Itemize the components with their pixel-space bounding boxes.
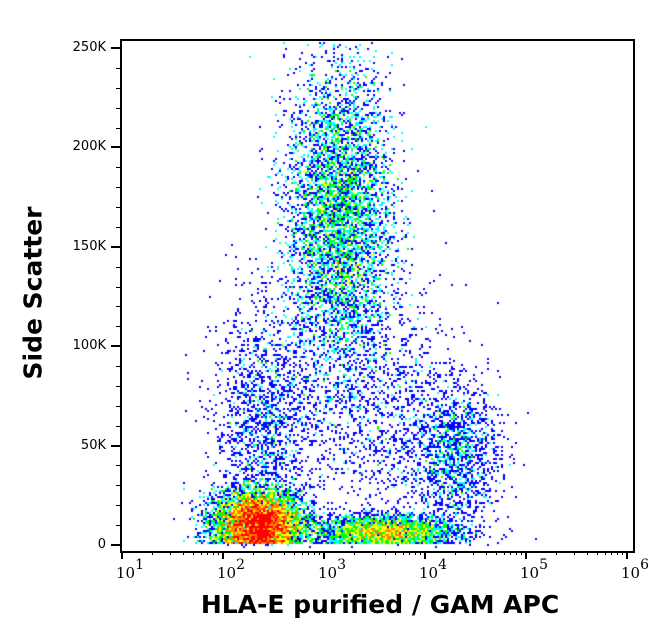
x-minor-tick	[200, 551, 202, 555]
x-minor-tick	[596, 551, 598, 555]
y-minor-tick	[116, 306, 121, 308]
x-minor-tick	[283, 551, 285, 555]
y-minor-tick	[116, 187, 121, 189]
x-minor-tick	[409, 551, 411, 555]
x-minor-tick	[372, 551, 374, 555]
y-major-tick	[111, 444, 121, 447]
x-tick-label: 106	[621, 557, 650, 582]
y-minor-tick	[116, 67, 121, 69]
x-minor-tick	[271, 551, 273, 555]
y-minor-tick	[116, 485, 121, 487]
x-minor-tick	[384, 551, 386, 555]
x-minor-tick	[314, 551, 316, 555]
x-minor-tick	[611, 551, 613, 555]
x-major-tick	[323, 551, 325, 559]
x-minor-tick	[604, 551, 606, 555]
y-minor-tick	[116, 326, 121, 328]
x-tick-label: 103	[318, 557, 347, 582]
x-minor-tick	[170, 551, 172, 555]
x-minor-tick	[354, 551, 356, 555]
x-minor-tick	[394, 551, 396, 555]
x-major-tick	[222, 551, 224, 559]
x-minor-tick	[586, 551, 588, 555]
x-minor-tick	[617, 551, 619, 555]
y-minor-tick	[116, 167, 121, 169]
x-tick-label: 102	[217, 557, 246, 582]
y-tick-label: 200K	[72, 139, 106, 155]
x-major-tick	[121, 551, 123, 559]
y-minor-tick	[116, 525, 121, 527]
x-major-tick	[626, 551, 628, 559]
y-minor-tick	[116, 385, 121, 387]
x-minor-tick	[415, 551, 417, 555]
y-minor-tick	[116, 226, 121, 228]
y-tick-label: 100K	[72, 338, 106, 354]
y-minor-tick	[116, 505, 121, 507]
x-tick-label: 105	[520, 557, 549, 582]
x-minor-tick	[503, 551, 505, 555]
x-minor-tick	[152, 551, 154, 555]
y-axis-title: Side Scatter	[18, 206, 48, 380]
x-minor-tick	[218, 551, 220, 555]
x-major-tick	[424, 551, 426, 559]
x-minor-tick	[622, 551, 624, 555]
x-minor-tick	[192, 551, 194, 555]
y-major-tick	[111, 47, 121, 49]
y-tick-label: 250K	[72, 40, 106, 55]
y-minor-tick	[116, 87, 121, 89]
y-minor-tick	[116, 465, 121, 467]
y-tick-label: 150K	[72, 238, 106, 254]
x-minor-tick	[402, 551, 404, 555]
x-major-tick	[525, 551, 527, 559]
x-minor-tick	[495, 551, 497, 555]
x-minor-tick	[510, 551, 512, 555]
y-minor-tick	[116, 207, 121, 209]
x-minor-tick	[521, 551, 523, 555]
y-major-tick	[111, 544, 121, 546]
x-minor-tick	[485, 551, 487, 555]
y-minor-tick	[116, 366, 121, 368]
x-minor-tick	[301, 551, 303, 555]
x-minor-tick	[253, 551, 255, 555]
x-axis-title: HLA-E purified / GAM APC	[200, 590, 560, 619]
x-minor-tick	[556, 551, 558, 555]
y-minor-tick	[116, 107, 121, 109]
y-minor-tick	[116, 266, 121, 268]
x-tick-label: 104	[419, 557, 448, 582]
y-minor-tick	[116, 127, 121, 129]
y-major-tick	[111, 245, 121, 248]
x-minor-tick	[420, 551, 422, 555]
y-major-tick	[111, 146, 121, 149]
x-minor-tick	[308, 551, 310, 555]
x-minor-tick	[207, 551, 209, 555]
x-minor-tick	[182, 551, 184, 555]
x-minor-tick	[293, 551, 295, 555]
x-tick-label: 101	[116, 557, 145, 582]
y-tick-label: 50K	[80, 437, 106, 453]
x-minor-tick	[213, 551, 215, 555]
y-tick-label: 0	[97, 537, 106, 552]
x-minor-tick	[574, 551, 576, 555]
y-minor-tick	[116, 405, 121, 407]
x-minor-tick	[473, 551, 475, 555]
y-major-tick	[111, 345, 121, 348]
x-minor-tick	[319, 551, 321, 555]
plot-area	[121, 40, 632, 550]
y-minor-tick	[116, 286, 121, 288]
x-minor-tick	[516, 551, 518, 555]
y-minor-tick	[116, 425, 121, 427]
x-minor-tick	[455, 551, 457, 555]
